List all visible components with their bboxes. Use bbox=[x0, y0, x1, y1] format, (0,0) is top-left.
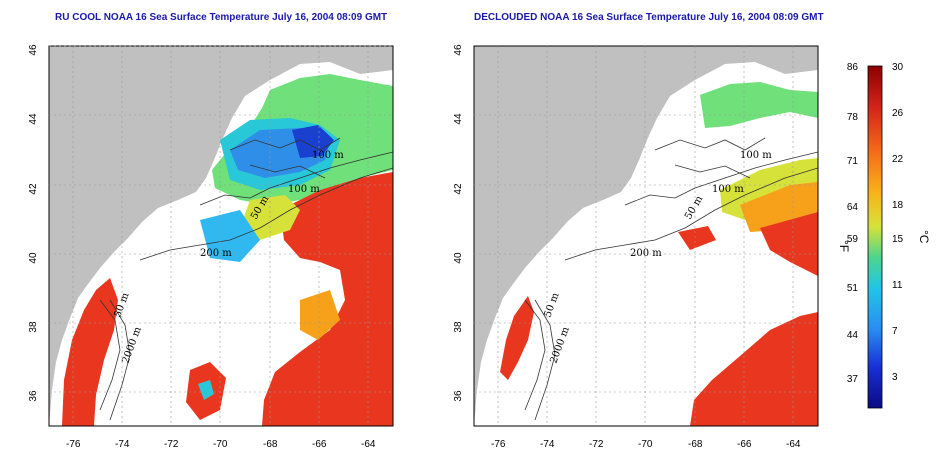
f-tick: 86 bbox=[847, 62, 859, 73]
celsius-unit: °C bbox=[917, 230, 931, 244]
c-tick: 22 bbox=[892, 154, 904, 165]
c-tick: 3 bbox=[892, 372, 898, 383]
y-tick: 36 bbox=[28, 390, 39, 402]
map-title-left: RU COOL NOAA 16 Sea Surface Temperature … bbox=[55, 12, 388, 23]
f-tick: 78 bbox=[847, 112, 859, 123]
sst-warm-south bbox=[690, 312, 818, 426]
x-tick: -72 bbox=[589, 439, 604, 450]
colorbar-celsius-ticks: 30 26 22 18 15 11 7 3 bbox=[892, 62, 904, 383]
x-tick: -76 bbox=[491, 439, 506, 450]
y-tick: 44 bbox=[28, 113, 39, 125]
y-tick: 46 bbox=[453, 44, 464, 56]
sst-transition-cyan bbox=[200, 210, 260, 262]
y-tick: 36 bbox=[453, 390, 464, 402]
sst-map-raw: 100 m 100 m 200 m 50 m 50 m 2000 m bbox=[48, 45, 394, 427]
fahrenheit-unit: °F bbox=[837, 240, 851, 252]
sst-warm-patch bbox=[678, 226, 716, 250]
x-tick: -74 bbox=[540, 439, 555, 450]
contour-label-200m: 200 m bbox=[200, 248, 232, 259]
y-axis-right: 46 44 42 40 38 36 bbox=[453, 44, 464, 402]
f-tick: 44 bbox=[847, 330, 859, 341]
f-tick: 64 bbox=[847, 202, 859, 213]
colorbar-gradient bbox=[867, 65, 883, 409]
f-tick: 51 bbox=[847, 283, 859, 294]
contour-label-100m-b: 100 m bbox=[712, 184, 744, 195]
y-tick: 40 bbox=[28, 252, 39, 264]
y-tick: 42 bbox=[453, 183, 464, 195]
bathymetry-contours bbox=[99, 137, 393, 421]
bathymetry-contours bbox=[524, 137, 818, 421]
landmass bbox=[49, 46, 393, 426]
sst-cool-darkblue bbox=[292, 125, 334, 158]
x-tick: -68 bbox=[688, 439, 703, 450]
sst-cool-patch bbox=[198, 380, 214, 400]
colorbar-fahrenheit-ticks: 86 78 71 64 59 51 44 37 bbox=[847, 62, 859, 385]
colorbar: 86 78 71 64 59 51 44 37 30 26 22 18 15 1… bbox=[837, 62, 931, 409]
sst-warm-offshore bbox=[262, 172, 393, 426]
f-tick: 71 bbox=[847, 156, 859, 167]
x-axis-left: -76 -74 -72 -70 -68 -66 -64 bbox=[66, 439, 376, 450]
c-tick: 7 bbox=[892, 326, 898, 337]
sst-warm-orange bbox=[300, 290, 340, 340]
landmass bbox=[474, 46, 818, 426]
sst-map-declouded: 100 m 100 m 200 m 50 m 50 m 2000 m bbox=[473, 45, 819, 427]
c-tick: 18 bbox=[892, 200, 904, 211]
f-tick: 37 bbox=[847, 374, 859, 385]
sst-warm-coastal bbox=[62, 278, 118, 426]
c-tick: 11 bbox=[892, 280, 903, 291]
y-tick: 38 bbox=[453, 321, 464, 333]
x-axis-right: -76 -74 -72 -70 -68 -66 -64 bbox=[491, 439, 801, 450]
y-tick: 38 bbox=[28, 321, 39, 333]
x-tick: -68 bbox=[263, 439, 278, 450]
x-tick: -66 bbox=[312, 439, 327, 450]
x-tick: -76 bbox=[66, 439, 81, 450]
x-tick: -64 bbox=[361, 439, 376, 450]
x-tick: -72 bbox=[164, 439, 179, 450]
x-tick: -66 bbox=[737, 439, 752, 450]
c-tick: 30 bbox=[892, 62, 904, 73]
sst-cool-green bbox=[700, 82, 818, 128]
sst-warm-red bbox=[760, 212, 818, 276]
x-tick: -74 bbox=[115, 439, 130, 450]
contour-label-100m-b: 100 m bbox=[288, 184, 320, 195]
y-tick: 44 bbox=[453, 113, 464, 125]
graticule bbox=[49, 45, 393, 426]
c-tick: 15 bbox=[892, 234, 904, 245]
contour-label-100m-a: 100 m bbox=[312, 150, 344, 161]
map-frame bbox=[473, 45, 819, 427]
x-tick: -70 bbox=[638, 439, 653, 450]
graticule bbox=[474, 46, 818, 426]
f-tick: 59 bbox=[847, 234, 859, 245]
y-tick: 42 bbox=[28, 183, 39, 195]
x-tick: -64 bbox=[786, 439, 801, 450]
x-tick: -70 bbox=[213, 439, 228, 450]
map-title-right: DECLOUDED NOAA 16 Sea Surface Temperatur… bbox=[474, 12, 824, 23]
y-tick: 40 bbox=[453, 252, 464, 264]
contour-label-200m: 200 m bbox=[630, 248, 662, 259]
contour-label-100m-a: 100 m bbox=[740, 150, 772, 161]
c-tick: 26 bbox=[892, 108, 904, 119]
y-tick: 46 bbox=[28, 44, 39, 56]
sst-warm-coastal bbox=[500, 296, 534, 380]
y-axis-left: 46 44 42 40 38 36 bbox=[28, 44, 39, 402]
